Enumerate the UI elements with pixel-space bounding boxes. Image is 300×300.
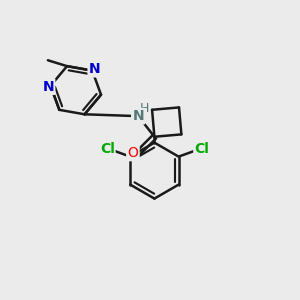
Text: Cl: Cl bbox=[100, 142, 115, 156]
Text: N: N bbox=[89, 62, 100, 76]
Text: O: O bbox=[128, 146, 138, 160]
Text: N: N bbox=[132, 109, 144, 123]
Text: H: H bbox=[140, 102, 149, 115]
Text: Cl: Cl bbox=[194, 142, 209, 156]
Text: N: N bbox=[42, 80, 54, 94]
